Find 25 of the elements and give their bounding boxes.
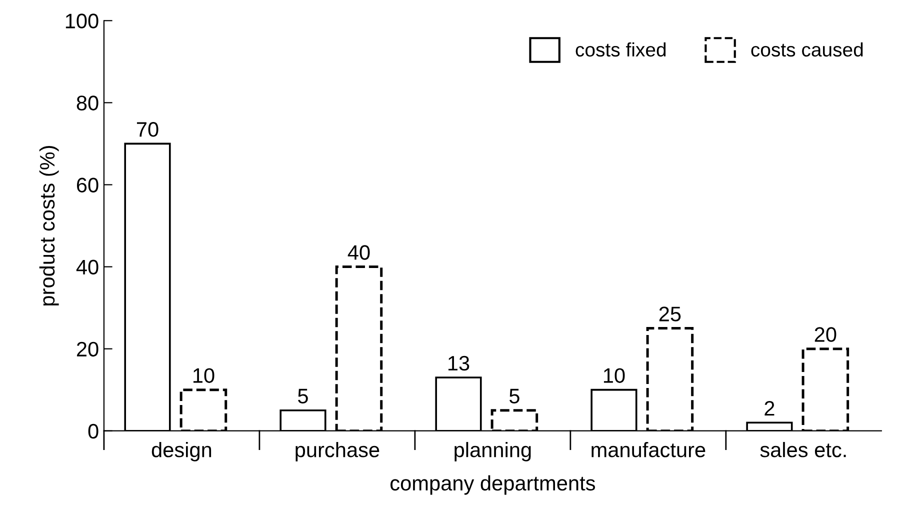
data-label: 2: [764, 401, 774, 416]
y-tick-label: 100: [66, 14, 98, 28]
y-axis-title: product costs (%): [39, 146, 59, 306]
x-tick-label: purchase: [296, 442, 380, 462]
y-tick-label: 0: [88, 424, 98, 439]
y-tick-label: 80: [76, 96, 98, 110]
legend-label: costs fixed: [576, 42, 666, 57]
data-label: 5: [298, 388, 308, 404]
data-label: 25: [659, 306, 681, 322]
data-label: 20: [814, 327, 836, 342]
x-tick-label: manufacture: [592, 442, 706, 458]
y-tick-label: 40: [76, 260, 98, 275]
y-tick-label: 60: [76, 178, 98, 192]
data-label: 13: [448, 356, 470, 371]
legend-label: costs caused: [751, 42, 863, 57]
data-label: 70: [136, 122, 158, 137]
x-tick-label: sales etc.: [760, 442, 846, 458]
data-label: 10: [604, 368, 625, 383]
data-label: 5: [509, 388, 520, 404]
x-tick-label: planning: [454, 442, 531, 462]
data-label: 10: [193, 368, 214, 383]
x-tick-label: design: [152, 442, 212, 462]
data-label: 40: [348, 245, 370, 260]
x-axis-title: company departments: [390, 475, 595, 495]
y-tick-label: 20: [76, 342, 98, 357]
